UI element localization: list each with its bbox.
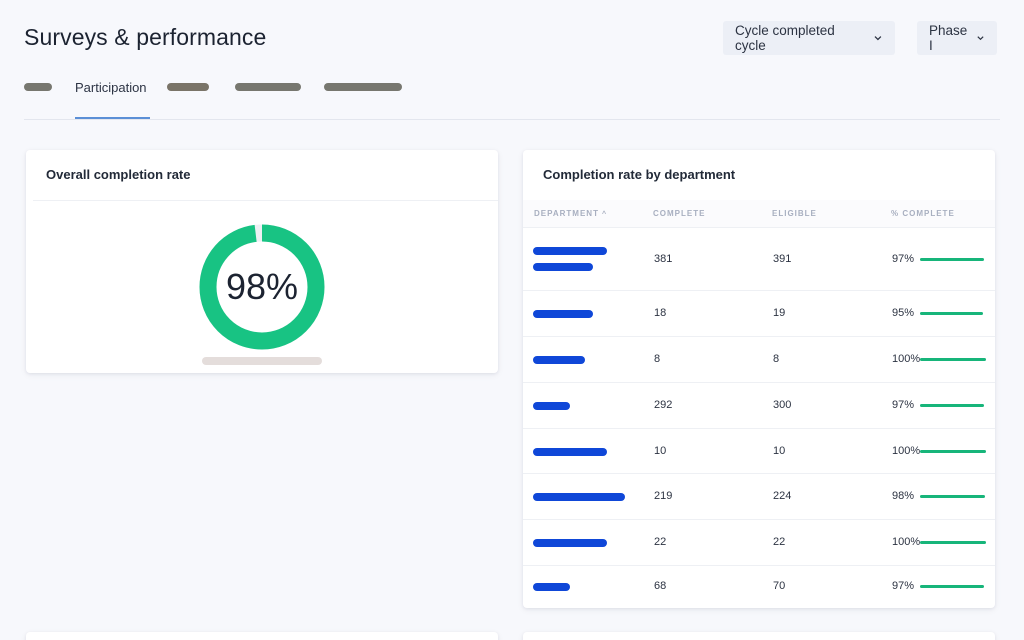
- percent-complete: 97%: [892, 580, 915, 592]
- eligible-count: 10: [773, 444, 786, 457]
- department-name-redacted: [533, 583, 570, 591]
- department-name-redacted: [533, 447, 607, 456]
- completion-donut: 98%: [199, 224, 325, 350]
- percent-bar: [920, 449, 986, 453]
- overall-completion-card: Overall completion rate 98%: [26, 150, 498, 373]
- tab-active-underline: [75, 117, 150, 119]
- chevron-down-icon: [874, 36, 882, 41]
- sort-up-icon: ^: [601, 211, 608, 218]
- department-name-redacted: [533, 263, 593, 271]
- table-row[interactable]: 219 224 98%: [523, 474, 995, 520]
- tab-bar: Participation: [24, 70, 1000, 120]
- divider: [33, 200, 498, 201]
- percent-complete: 97%: [892, 399, 915, 411]
- column-header-percent[interactable]: % COMPLETE: [891, 209, 955, 218]
- phase-dropdown[interactable]: Phase I: [917, 21, 997, 55]
- column-header-eligible[interactable]: ELIGIBLE: [772, 209, 817, 218]
- card-title: Completion rate by department: [543, 167, 736, 182]
- percent-complete: 100%: [892, 536, 921, 548]
- next-card-right: [523, 632, 995, 640]
- department-name-redacted: [533, 310, 593, 318]
- complete-count: 292: [654, 399, 673, 411]
- percent-complete: 100%: [892, 353, 921, 365]
- tab-redacted-4[interactable]: [324, 83, 402, 91]
- eligible-count: 19: [773, 307, 786, 319]
- table-row[interactable]: 18 19 95%: [523, 291, 995, 337]
- tab-participation[interactable]: Participation: [75, 80, 147, 95]
- tab-redacted-1[interactable]: [24, 83, 52, 91]
- eligible-count: 300: [773, 399, 792, 411]
- tab-redacted-2[interactable]: [167, 83, 209, 91]
- column-header-department[interactable]: DEPARTMENT ^: [534, 209, 607, 218]
- percent-complete: 97%: [892, 253, 915, 265]
- table-header: DEPARTMENT ^ COMPLETE ELIGIBLE % COMPLETE: [523, 200, 995, 228]
- column-header-complete[interactable]: COMPLETE: [653, 209, 706, 218]
- percent-bar: [920, 258, 984, 261]
- tab-redacted-3[interactable]: [235, 83, 301, 91]
- phase-dropdown-label: Phase I: [929, 23, 968, 53]
- percent-complete: 95%: [892, 307, 915, 319]
- eligible-count: 224: [773, 490, 792, 502]
- percent-bar: [920, 312, 983, 315]
- cycle-dropdown[interactable]: Cycle completed cycle: [723, 21, 895, 55]
- percent-bar: [920, 404, 984, 407]
- column-header-label: DEPARTMENT: [534, 209, 599, 218]
- percent-bar: [920, 585, 984, 588]
- table-row[interactable]: 68 70 97%: [523, 566, 995, 608]
- page-title: Surveys & performance: [24, 24, 267, 50]
- donut-ring: [199, 224, 325, 350]
- complete-count: 381: [654, 253, 673, 265]
- chevron-down-icon: [977, 36, 984, 41]
- department-name-redacted: [533, 539, 607, 547]
- eligible-count: 70: [773, 580, 786, 592]
- eligible-count: 391: [773, 253, 792, 265]
- department-name-redacted: [533, 247, 607, 255]
- next-card-left: [26, 632, 498, 640]
- department-name-redacted: [533, 493, 625, 501]
- percent-complete: 100%: [892, 444, 921, 457]
- percent-bar: [920, 358, 986, 361]
- department-completion-card: Completion rate by department DEPARTMENT…: [523, 150, 995, 608]
- cycle-dropdown-label: Cycle completed cycle: [735, 23, 835, 53]
- department-name-redacted: [533, 356, 585, 364]
- complete-count: 68: [654, 580, 667, 592]
- percent-bar: [920, 541, 986, 544]
- eligible-count: 22: [773, 536, 786, 548]
- table-row[interactable]: 8 8 100%: [523, 337, 995, 383]
- department-name-redacted: [533, 402, 570, 410]
- complete-count: 22: [654, 536, 667, 548]
- eligible-count: 8: [773, 353, 780, 365]
- table-row[interactable]: 22 22 100%: [523, 520, 995, 566]
- table-row[interactable]: 381 391 97%: [523, 229, 995, 291]
- redacted-caption: [202, 357, 322, 365]
- completion-percent: 98%: [225, 266, 299, 307]
- percent-bar: [920, 495, 985, 498]
- table-row[interactable]: 292 300 97%: [523, 383, 995, 429]
- percent-complete: 98%: [892, 490, 915, 502]
- complete-count: 8: [654, 353, 661, 365]
- card-title: Overall completion rate: [46, 167, 191, 182]
- complete-count: 18: [654, 307, 667, 319]
- table-row[interactable]: 10 10 100%: [523, 429, 995, 474]
- complete-count: 10: [654, 444, 667, 457]
- complete-count: 219: [654, 490, 673, 502]
